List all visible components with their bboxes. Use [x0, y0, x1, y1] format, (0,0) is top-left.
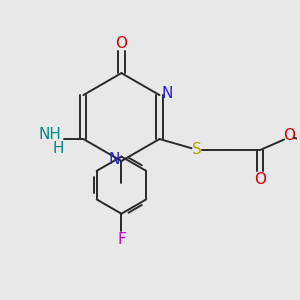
Text: O: O [284, 128, 296, 143]
Text: F: F [117, 232, 126, 247]
Text: N: N [161, 86, 173, 101]
Text: NH: NH [39, 127, 62, 142]
Text: O: O [254, 172, 266, 187]
Text: S: S [192, 142, 202, 158]
Text: H: H [52, 141, 64, 156]
Text: O: O [116, 36, 128, 51]
Text: N: N [108, 152, 120, 167]
